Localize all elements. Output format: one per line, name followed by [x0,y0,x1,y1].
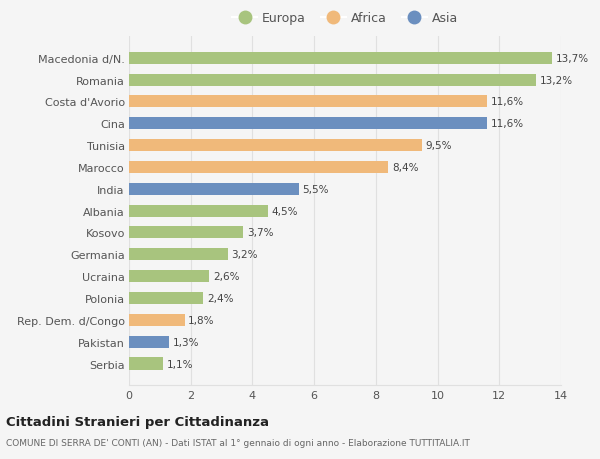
Bar [129,358,163,369]
Bar [129,140,422,152]
Text: 11,6%: 11,6% [491,119,524,129]
Bar [129,292,203,304]
Bar [129,183,299,196]
Text: COMUNE DI SERRA DE' CONTI (AN) - Dati ISTAT al 1° gennaio di ogni anno - Elabora: COMUNE DI SERRA DE' CONTI (AN) - Dati IS… [6,438,470,448]
Bar [129,74,536,86]
Bar [129,53,552,65]
Text: 1,8%: 1,8% [188,315,215,325]
Text: 1,3%: 1,3% [173,337,199,347]
Text: 9,5%: 9,5% [426,141,452,151]
Text: 3,7%: 3,7% [247,228,274,238]
Bar [129,270,209,283]
Text: 5,5%: 5,5% [302,185,329,194]
Text: Cittadini Stranieri per Cittadinanza: Cittadini Stranieri per Cittadinanza [6,415,269,428]
Text: 13,7%: 13,7% [556,54,589,63]
Bar [129,118,487,130]
Bar [129,162,388,174]
Bar [129,314,185,326]
Text: 13,2%: 13,2% [540,75,573,85]
Text: 1,1%: 1,1% [167,359,193,369]
Bar [129,96,487,108]
Text: 11,6%: 11,6% [491,97,524,107]
Bar [129,249,228,261]
Text: 2,6%: 2,6% [213,272,239,281]
Text: 4,5%: 4,5% [272,206,298,216]
Text: 3,2%: 3,2% [232,250,258,260]
Bar [129,336,169,348]
Bar [129,205,268,217]
Legend: Europa, Africa, Asia: Europa, Africa, Asia [229,10,461,28]
Text: 2,4%: 2,4% [207,293,233,303]
Bar [129,227,243,239]
Text: 8,4%: 8,4% [392,162,418,173]
